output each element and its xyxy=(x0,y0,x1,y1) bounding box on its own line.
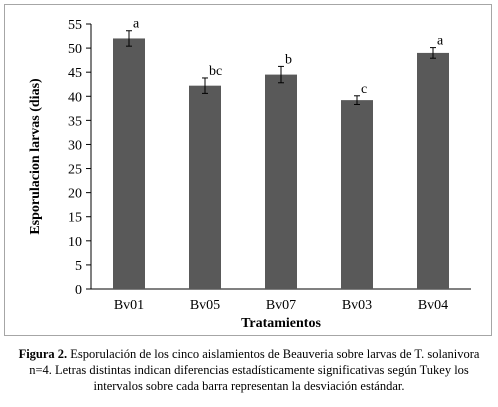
y-tick-label: 10 xyxy=(68,235,82,250)
chart-frame: 0 5 10 15 20 25 30 35 40 45 50 55 a Bv01 bc Bv05 b Bv07 c B… xyxy=(4,4,492,336)
y-tick-label: 40 xyxy=(68,90,82,105)
x-tick-label: Bv04 xyxy=(418,298,448,313)
x-tick-label: Bv03 xyxy=(342,298,372,313)
y-tick-label: 55 xyxy=(68,18,82,33)
y-tick-label: 25 xyxy=(68,163,82,178)
bar-bv05 xyxy=(189,85,221,289)
caption-label: Figura 2. xyxy=(18,347,68,361)
y-tick-label: 5 xyxy=(75,259,82,274)
significance-letter: a xyxy=(437,34,444,49)
caption-text: Esporulación de los cinco aislamientos d… xyxy=(29,347,480,393)
bar-chart: 0 5 10 15 20 25 30 35 40 45 50 55 a Bv01 bc Bv05 b Bv07 c B… xyxy=(28,17,471,331)
bar-bv07 xyxy=(265,74,297,289)
significance-letter: bc xyxy=(209,64,222,79)
y-tick-label: 50 xyxy=(68,42,82,57)
y-tick-label: 15 xyxy=(68,211,82,226)
y-tick-label: 45 xyxy=(68,66,82,81)
y-tick-label: 0 xyxy=(75,283,82,298)
y-tick-label: 20 xyxy=(68,187,82,202)
y-axis-title: Esporulacion larvas (dias) xyxy=(28,78,43,235)
significance-letter: a xyxy=(133,17,140,32)
y-tick-label: 30 xyxy=(68,138,82,153)
bar-bv04 xyxy=(417,52,449,290)
significance-letter: b xyxy=(285,52,292,67)
bar-bv01 xyxy=(113,38,145,289)
y-tick-label: 35 xyxy=(68,114,82,129)
figure-caption: Figura 2. Esporulación de los cinco aisl… xyxy=(10,346,488,394)
x-tick-label: Bv07 xyxy=(266,298,296,313)
significance-letter: c xyxy=(361,82,367,97)
x-tick-label: Bv01 xyxy=(114,298,144,313)
bar-bv03 xyxy=(341,100,373,289)
x-axis-title: Tratamientos xyxy=(241,316,321,331)
x-tick-label: Bv05 xyxy=(190,298,220,313)
